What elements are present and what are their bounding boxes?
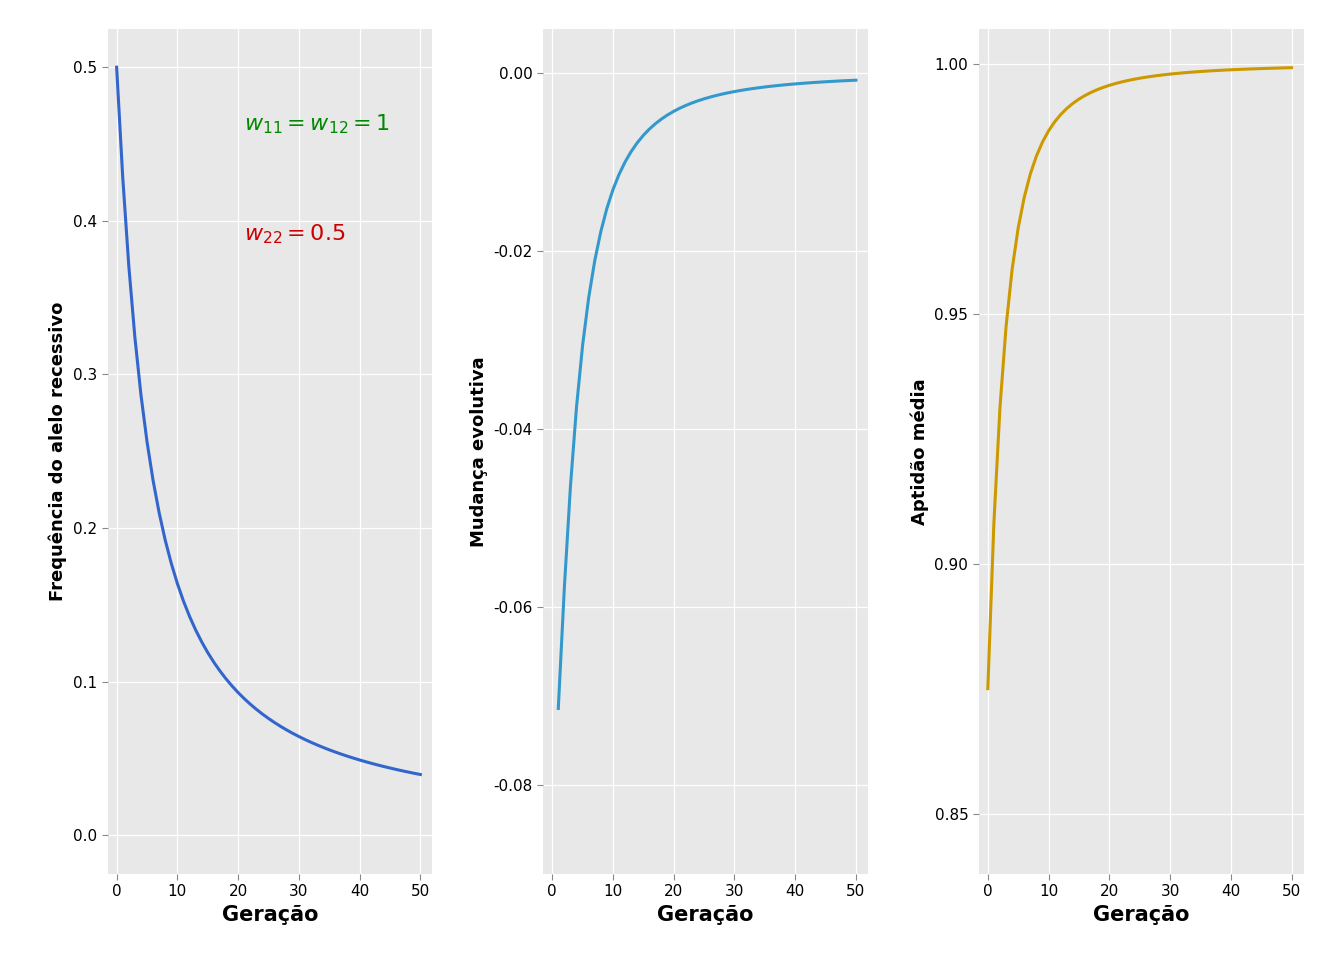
- Text: $\mathit{w}_{22} = 0.5$: $\mathit{w}_{22} = 0.5$: [245, 222, 345, 246]
- Text: $\mathit{w}_{11} = \mathit{w}_{12} = 1$: $\mathit{w}_{11} = \mathit{w}_{12} = 1$: [245, 112, 390, 135]
- Y-axis label: Frequência do alelo recessivo: Frequência do alelo recessivo: [48, 301, 67, 601]
- X-axis label: Geração: Geração: [657, 904, 754, 924]
- Y-axis label: Aptidão média: Aptidão média: [910, 378, 929, 524]
- Y-axis label: Mudança evolutiva: Mudança evolutiva: [470, 356, 488, 546]
- X-axis label: Geração: Geração: [222, 904, 319, 924]
- X-axis label: Geração: Geração: [1093, 904, 1189, 924]
